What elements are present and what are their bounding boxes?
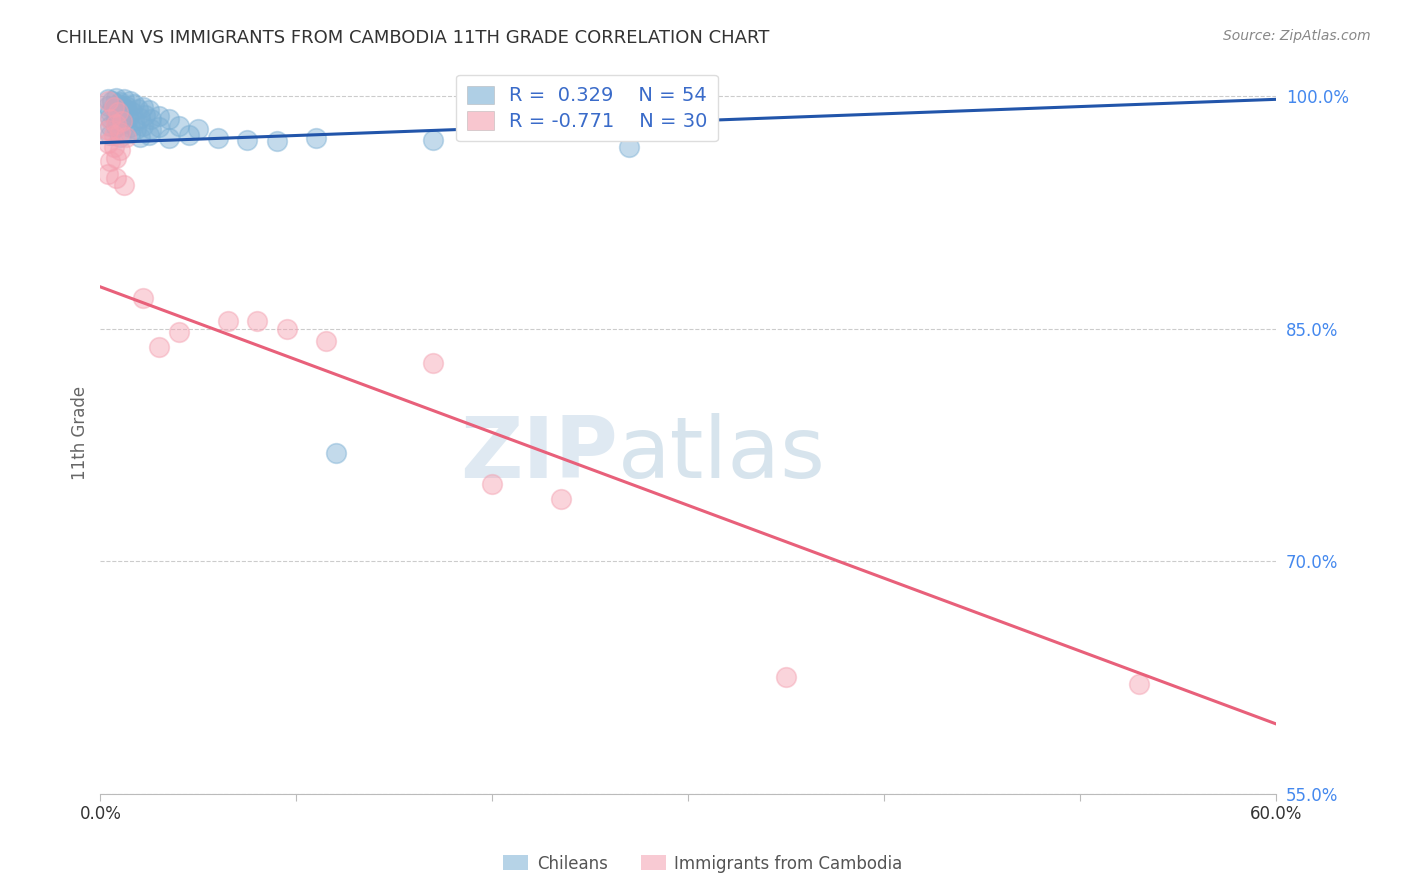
Point [111, 114, 134, 128]
Point [111, 100, 134, 114]
Point [108, 144, 131, 158]
Point [118, 127, 141, 141]
Point [167, 325, 190, 339]
Point [121, 104, 143, 119]
Point [118, 94, 141, 108]
Point [276, 322, 298, 336]
Point [114, 98, 136, 112]
Point [108, 129, 131, 144]
Point [550, 492, 572, 507]
Point [246, 314, 269, 328]
Point [134, 108, 156, 122]
Point [141, 121, 163, 136]
Point [118, 120, 141, 135]
Point [108, 106, 131, 120]
Legend: R =  0.329    N = 54, R = -0.771    N = 30: R = 0.329 N = 54, R = -0.771 N = 30 [456, 75, 718, 142]
Point [157, 112, 180, 127]
Point [105, 112, 128, 127]
Text: Source: ZipAtlas.com: Source: ZipAtlas.com [1223, 29, 1371, 43]
Point [103, 140, 125, 154]
Point [315, 334, 337, 348]
Point [103, 128, 125, 142]
Point [132, 100, 155, 114]
Text: CHILEAN VS IMMIGRANTS FROM CAMBODIA 11TH GRADE CORRELATION CHART: CHILEAN VS IMMIGRANTS FROM CAMBODIA 11TH… [56, 29, 769, 46]
Point [138, 128, 160, 142]
Point [266, 134, 288, 148]
Point [236, 133, 259, 147]
Point [217, 314, 239, 328]
Point [97, 98, 120, 112]
Point [177, 128, 200, 142]
Point [97, 136, 120, 150]
Point [167, 119, 190, 133]
Point [619, 140, 641, 154]
Point [112, 92, 135, 106]
Point [105, 151, 128, 165]
Point [128, 111, 150, 125]
Point [107, 104, 129, 119]
Point [132, 291, 155, 305]
Point [157, 131, 180, 145]
Point [422, 356, 444, 370]
Point [122, 114, 145, 128]
Point [114, 102, 136, 116]
Point [122, 97, 145, 112]
Point [325, 446, 347, 460]
Point [108, 95, 131, 110]
Point [1128, 676, 1150, 690]
Point [132, 119, 155, 133]
Point [187, 121, 209, 136]
Point [98, 112, 121, 127]
Point [103, 100, 125, 114]
Point [105, 120, 128, 135]
Point [111, 117, 134, 131]
Point [97, 92, 120, 106]
Point [105, 171, 128, 186]
Point [107, 97, 129, 112]
Point [108, 125, 131, 139]
Point [98, 111, 121, 125]
Point [112, 178, 135, 192]
Point [98, 119, 121, 133]
Point [127, 102, 149, 116]
Point [117, 111, 139, 125]
Point [128, 129, 150, 144]
Point [103, 100, 125, 114]
Point [141, 112, 163, 127]
Legend: Chileans, Immigrants from Cambodia: Chileans, Immigrants from Cambodia [496, 848, 910, 880]
Point [305, 131, 328, 145]
Point [422, 133, 444, 147]
Point [98, 154, 121, 169]
Point [111, 109, 134, 123]
Point [148, 340, 170, 354]
Point [481, 476, 503, 491]
Point [105, 117, 128, 131]
Point [124, 121, 146, 136]
Point [101, 94, 124, 108]
Point [105, 91, 128, 105]
Point [98, 104, 121, 119]
Point [105, 103, 128, 118]
Point [775, 670, 797, 684]
Point [207, 131, 229, 145]
Y-axis label: 11th Grade: 11th Grade [72, 386, 89, 481]
Point [97, 167, 120, 181]
Point [148, 120, 170, 135]
Point [114, 129, 136, 144]
Text: atlas: atlas [617, 414, 825, 497]
Point [138, 103, 160, 118]
Text: ZIP: ZIP [460, 414, 617, 497]
Point [97, 94, 120, 108]
Point [98, 128, 121, 142]
Point [97, 123, 120, 137]
Point [148, 109, 170, 123]
